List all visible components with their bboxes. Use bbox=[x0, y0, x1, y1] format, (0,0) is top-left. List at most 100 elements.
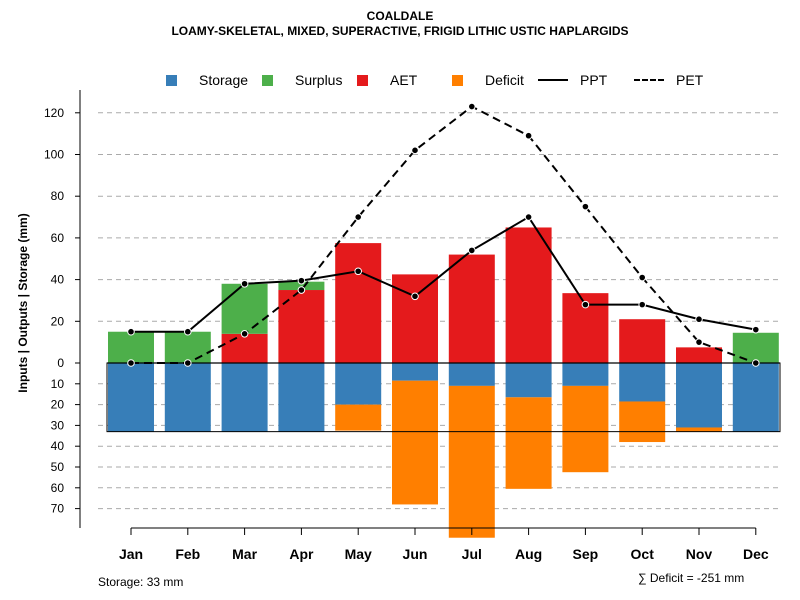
line-ppt bbox=[131, 215, 756, 333]
legend: Storage Surplus AET Deficit PPT PET bbox=[0, 70, 800, 90]
point-ppt bbox=[468, 246, 476, 255]
point-ppt bbox=[354, 267, 363, 276]
y-tick-label: 60 bbox=[51, 231, 65, 245]
y-tick-label: 50 bbox=[51, 460, 65, 474]
point-ppt bbox=[581, 300, 590, 309]
y-tick-label: 30 bbox=[51, 418, 65, 432]
bar-storage bbox=[448, 363, 495, 386]
bar-storage bbox=[335, 363, 382, 405]
x-tick-label: May bbox=[345, 546, 372, 562]
point-pet bbox=[411, 146, 419, 155]
bar-aet bbox=[278, 290, 325, 363]
y-tick-label: 20 bbox=[51, 398, 65, 412]
point-ppt bbox=[297, 276, 306, 285]
bar-surplus bbox=[221, 283, 268, 334]
legend-item-ppt: PPT bbox=[538, 70, 607, 90]
x-tick-label: Apr bbox=[289, 546, 314, 562]
legend-label-deficit: Deficit bbox=[485, 72, 524, 88]
bar-storage bbox=[278, 363, 325, 432]
bar-aet bbox=[221, 333, 268, 363]
point-pet bbox=[695, 338, 703, 346]
point-ppt bbox=[752, 325, 760, 334]
bar-storage bbox=[562, 363, 609, 386]
point-pet bbox=[184, 359, 192, 367]
bar-deficit bbox=[619, 401, 666, 443]
point-ppt bbox=[524, 213, 533, 221]
legend-item-surplus: Surplus bbox=[262, 70, 342, 90]
point-ppt bbox=[184, 327, 192, 336]
point-pet bbox=[240, 330, 249, 338]
bar-surplus bbox=[108, 331, 154, 363]
legend-swatch-aet bbox=[357, 74, 368, 86]
legend-swatch-surplus bbox=[262, 74, 273, 86]
y-tick-label: 0 bbox=[57, 356, 64, 370]
y-tick-label: 70 bbox=[51, 502, 65, 516]
x-tick-label: Mar bbox=[232, 546, 257, 562]
legend-label-pet: PET bbox=[676, 72, 704, 88]
point-ppt bbox=[127, 327, 135, 336]
point-pet bbox=[127, 359, 135, 367]
bar-deficit bbox=[392, 380, 438, 505]
bar-aet bbox=[619, 319, 666, 363]
y-tick-label: 60 bbox=[51, 481, 65, 495]
point-ppt bbox=[240, 279, 249, 288]
point-pet bbox=[581, 202, 590, 211]
x-tick-label: Oct bbox=[631, 546, 655, 562]
point-ppt bbox=[411, 292, 419, 301]
x-tick-label: Dec bbox=[743, 546, 769, 562]
bar-aet bbox=[676, 347, 722, 363]
point-ppt bbox=[638, 300, 647, 309]
legend-label-aet: AET bbox=[390, 72, 418, 88]
chart-subtitle: LOAMY-SKELETAL, MIXED, SUPERACTIVE, FRIG… bbox=[171, 24, 629, 38]
y-axis-label: Inputs | Outputs | Storage (mm) bbox=[16, 213, 30, 392]
bar-surplus bbox=[164, 331, 211, 363]
bar-aet bbox=[505, 227, 552, 363]
chart-title: COALDALE bbox=[366, 9, 434, 23]
bar-aet bbox=[448, 254, 495, 363]
storage-note: Storage: 33 mm bbox=[98, 575, 184, 589]
bar-deficit bbox=[505, 397, 552, 489]
point-pet bbox=[297, 286, 306, 294]
bar-surplus bbox=[732, 332, 779, 363]
bar-storage bbox=[392, 363, 438, 381]
bar-aet bbox=[335, 243, 382, 363]
bar-storage bbox=[505, 363, 552, 398]
legend-item-deficit: Deficit bbox=[452, 70, 524, 90]
x-tick-label: Jun bbox=[403, 546, 428, 562]
legend-swatch-deficit bbox=[452, 74, 463, 86]
bar-storage bbox=[619, 363, 666, 402]
legend-label-ppt: PPT bbox=[580, 72, 608, 88]
bar-storage bbox=[676, 363, 722, 428]
point-pet bbox=[524, 131, 533, 140]
y-tick-label: 80 bbox=[51, 189, 65, 203]
legend-item-pet: PET bbox=[634, 70, 703, 90]
legend-swatch-ppt bbox=[538, 79, 568, 81]
point-pet bbox=[752, 359, 760, 367]
legend-label-surplus: Surplus bbox=[295, 72, 343, 88]
y-tick-label: 40 bbox=[51, 273, 65, 287]
legend-swatch-pet bbox=[634, 79, 664, 81]
bar-storage bbox=[221, 363, 268, 432]
point-pet bbox=[354, 213, 363, 221]
bar-deficit bbox=[676, 427, 722, 432]
deficit-note: ∑ Deficit = -251 mm bbox=[638, 571, 745, 585]
bar-aet bbox=[392, 274, 438, 363]
line-pet bbox=[131, 105, 757, 364]
legend-swatch-storage bbox=[166, 74, 177, 86]
legend-item-aet: AET bbox=[357, 70, 417, 90]
y-tick-label: 20 bbox=[51, 314, 65, 328]
bar-deficit bbox=[448, 385, 495, 538]
bar-storage bbox=[732, 363, 779, 432]
y-tick-label: 40 bbox=[51, 439, 65, 453]
x-tick-label: Nov bbox=[686, 546, 713, 562]
bar-deficit bbox=[562, 385, 609, 473]
x-tick-label: Aug bbox=[515, 546, 542, 562]
x-tick-label: Feb bbox=[175, 546, 200, 562]
y-tick-label: 10 bbox=[51, 377, 65, 391]
point-pet bbox=[638, 273, 647, 282]
bar-storage bbox=[108, 363, 154, 432]
bar-surplus bbox=[278, 281, 325, 291]
point-ppt bbox=[695, 315, 703, 324]
y-tick-label: 120 bbox=[44, 106, 64, 120]
